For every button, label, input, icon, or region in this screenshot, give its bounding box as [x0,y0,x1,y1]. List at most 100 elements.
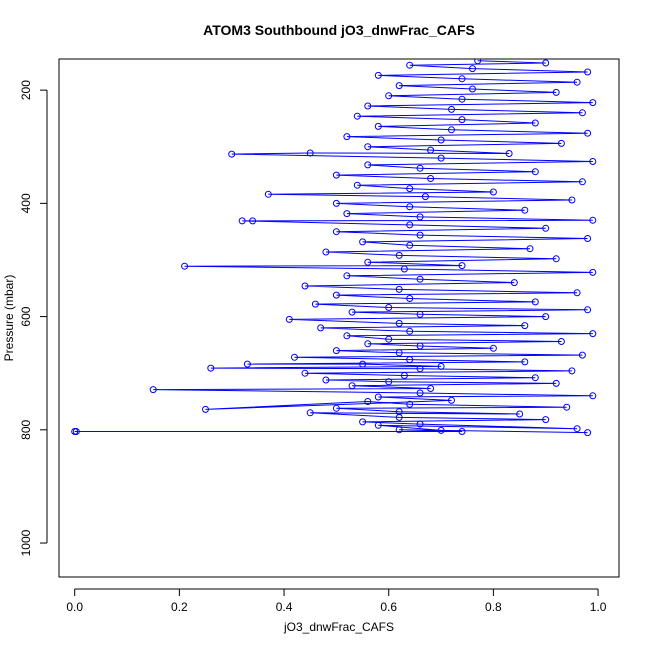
data-point [416,231,424,239]
data-point [385,378,393,386]
data-point [385,304,393,311]
data-point [557,139,565,147]
data-point [584,129,592,137]
data-point [542,416,550,424]
data-point [552,379,560,387]
data-point [521,206,529,214]
data-point [332,199,340,207]
data-point [343,332,351,340]
data-point [584,235,592,242]
data-point [364,102,372,110]
y-tick-label: 1000 [19,529,33,556]
data-point [359,238,367,246]
data-point [516,410,524,418]
data-point [406,356,414,364]
data-point [385,335,393,343]
data-point [510,279,518,287]
data-point [332,228,340,236]
data-point [427,385,435,392]
x-axis-label: jO3_dnwFrac_CAFS [283,620,394,634]
data-point [458,428,466,435]
data-point [72,428,80,435]
data-point [406,203,414,211]
data-point [437,426,445,434]
data-point [573,425,581,433]
data-point [374,122,382,130]
data-point [458,75,466,83]
x-tick-label: 0.0 [66,600,83,614]
data-point [584,429,592,437]
data-point [584,68,592,76]
data-point [521,358,529,366]
data-point [306,409,314,417]
data-point [416,342,424,350]
data-point [416,389,424,397]
data-point [406,295,414,302]
data-point [531,119,539,127]
data-point [374,393,382,401]
data-point [584,306,592,314]
data-point [416,365,424,373]
data-point [301,282,309,290]
data-point [348,308,356,316]
data-point [469,65,476,73]
data-point [489,188,497,196]
data-point [228,150,236,158]
data-point [385,92,393,100]
data-point [395,285,403,293]
data-point [589,158,597,165]
data-point [406,221,414,229]
data-point [563,403,571,411]
data-point [489,344,497,352]
data-point [364,258,372,266]
data-point [437,154,445,162]
data-point [311,300,319,308]
data-point [353,181,361,189]
data-point [395,408,403,416]
series-line [74,60,593,434]
data-point [291,353,298,361]
x-axis: 0.0 0.2 0.4 0.6 0.8 1.0 [66,588,607,614]
data-point [458,95,466,103]
data-point [406,400,414,408]
data-point [332,291,340,299]
data-point [505,150,513,157]
y-axis-label: Pressure (mbar) [2,275,16,362]
x-tick-label: 0.2 [171,600,188,614]
data-point [416,164,424,172]
data-point [202,405,209,413]
data-point [238,217,246,225]
data-point [589,330,597,338]
data-point [542,313,550,321]
data-point [448,126,455,134]
data-point [322,248,330,256]
data-point [557,338,565,345]
data-point [568,367,576,375]
data-point [416,310,424,318]
data-point [552,255,560,263]
data-point [589,392,597,400]
data-point [568,196,576,204]
data-point [589,268,597,276]
data-point [343,133,351,141]
data-point [542,224,550,232]
data-point [359,418,367,426]
y-tick-label: 800 [19,419,33,439]
data-point [526,245,534,253]
data-point [301,369,309,377]
x-tick-label: 0.4 [276,600,293,614]
data-point [416,420,424,428]
data-point [332,404,340,412]
data-point [578,178,586,186]
data-point [207,364,215,372]
data-point [406,185,414,193]
y-axis: 200 400 600 800 1000 [19,80,48,556]
data-point [364,161,372,169]
data-point [332,171,340,179]
data-point [364,340,372,348]
data-point [181,262,189,270]
data-point [448,396,455,404]
x-tick-label: 0.8 [485,600,502,614]
data-point [542,59,550,67]
